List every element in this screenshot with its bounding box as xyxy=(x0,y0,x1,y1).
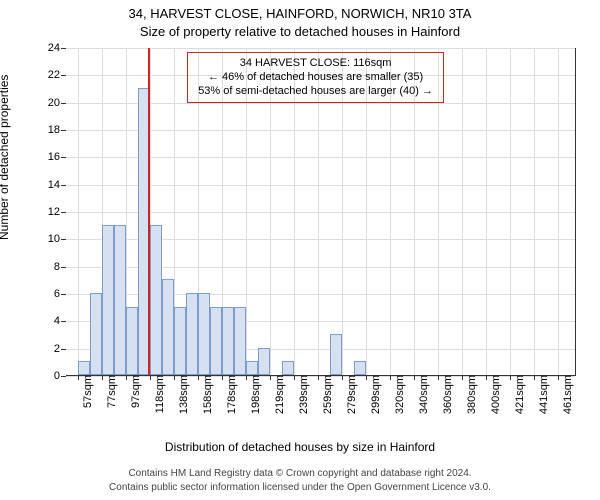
y-tick-label: 6 xyxy=(54,288,66,300)
x-tick-label: 299sqm xyxy=(366,375,382,414)
x-tick-label: 360sqm xyxy=(438,375,454,414)
footer-line-2: Contains public sector information licen… xyxy=(0,482,600,495)
x-tick-label: 421sqm xyxy=(510,375,526,414)
x-tick-label: 97sqm xyxy=(126,375,142,408)
y-tick-label: 4 xyxy=(54,315,66,327)
y-tick-label: 2 xyxy=(54,343,66,355)
histogram-bar xyxy=(222,307,234,375)
annotation-line-1: 34 HARVEST CLOSE: 116sqm xyxy=(198,57,433,71)
x-tick-label: 340sqm xyxy=(414,375,430,414)
gridline-h xyxy=(66,48,575,49)
x-tick-label: 239sqm xyxy=(294,375,310,414)
gridline-v xyxy=(534,48,535,375)
y-tick-label: 10 xyxy=(48,233,66,245)
x-tick-label: 138sqm xyxy=(174,375,190,414)
x-axis-label: Distribution of detached houses by size … xyxy=(0,440,600,454)
x-tick-label: 320sqm xyxy=(390,375,406,414)
histogram-bar xyxy=(330,334,342,375)
histogram-bar xyxy=(198,293,210,375)
gridline-v xyxy=(486,48,487,375)
y-tick-label: 14 xyxy=(48,179,66,191)
y-tick-label: 12 xyxy=(48,206,66,218)
x-tick-label: 77sqm xyxy=(102,375,118,408)
x-tick-label: 219sqm xyxy=(270,375,286,414)
plot-area: 02468101214161820222457sqm77sqm97sqm118s… xyxy=(66,48,576,376)
x-tick-label: 380sqm xyxy=(462,375,478,414)
x-tick-label: 279sqm xyxy=(342,375,358,414)
histogram-bar xyxy=(282,361,294,375)
chart-container: 34, HARVEST CLOSE, HAINFORD, NORWICH, NR… xyxy=(0,0,600,500)
histogram-bar xyxy=(150,225,162,375)
histogram-bar xyxy=(78,361,90,375)
footer-line-1: Contains HM Land Registry data © Crown c… xyxy=(0,468,600,481)
histogram-bar xyxy=(90,293,102,375)
x-tick-label: 198sqm xyxy=(246,375,262,414)
histogram-bar xyxy=(126,307,138,375)
gridline-v xyxy=(558,48,559,375)
y-tick-label: 22 xyxy=(48,69,66,81)
x-tick-label: 400sqm xyxy=(486,375,502,414)
x-tick-label: 118sqm xyxy=(150,375,166,413)
x-tick-label: 57sqm xyxy=(78,375,94,408)
y-tick-label: 18 xyxy=(48,124,66,136)
histogram-bar xyxy=(354,361,366,375)
y-tick-label: 0 xyxy=(54,370,66,382)
x-tick-label: 441sqm xyxy=(534,375,550,414)
annotation-line-2: ← 46% of detached houses are smaller (35… xyxy=(198,71,433,85)
gridline-v xyxy=(78,48,79,375)
y-tick-label: 20 xyxy=(48,97,66,109)
histogram-bar xyxy=(210,307,222,375)
annotation-line-3: 53% of semi-detached houses are larger (… xyxy=(198,85,433,99)
histogram-bar xyxy=(246,361,258,375)
histogram-bar xyxy=(258,348,270,375)
histogram-bar xyxy=(234,307,246,375)
chart-title-line2: Size of property relative to detached ho… xyxy=(0,24,600,39)
histogram-bar xyxy=(174,307,186,375)
x-tick-label: 461sqm xyxy=(558,375,574,414)
histogram-bar xyxy=(162,279,174,375)
histogram-bar xyxy=(102,225,114,375)
marker-annotation-box: 34 HARVEST CLOSE: 116sqm ← 46% of detach… xyxy=(187,52,444,103)
marker-line xyxy=(148,48,150,375)
y-axis-label: Number of detached properties xyxy=(0,75,11,240)
histogram-bar xyxy=(114,225,126,375)
histogram-bar xyxy=(186,293,198,375)
gridline-v xyxy=(510,48,511,375)
y-tick-label: 8 xyxy=(54,261,66,273)
chart-title-line1: 34, HARVEST CLOSE, HAINFORD, NORWICH, NR… xyxy=(0,6,600,21)
gridline-v xyxy=(462,48,463,375)
x-tick-label: 178sqm xyxy=(222,375,238,414)
y-tick-label: 16 xyxy=(48,151,66,163)
y-tick-label: 24 xyxy=(48,42,66,54)
x-tick-label: 158sqm xyxy=(198,375,214,414)
x-tick-label: 259sqm xyxy=(318,375,334,414)
